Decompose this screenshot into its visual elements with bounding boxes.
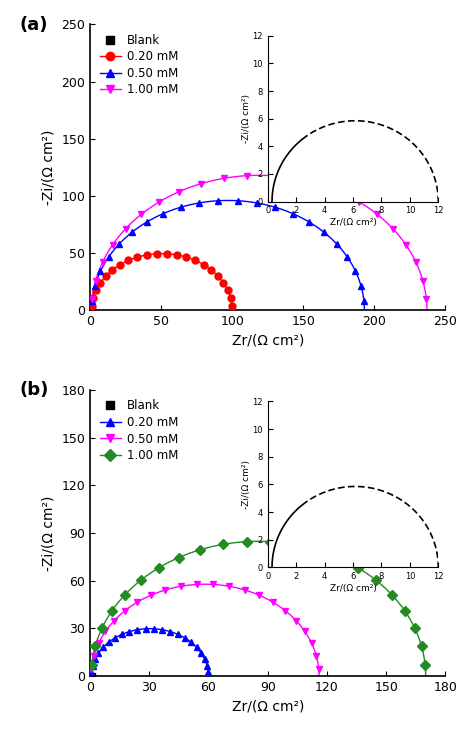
Text: (b): (b) <box>19 382 48 399</box>
Legend: Blank, 0.20 mM, 0.50 mM, 1.00 mM: Blank, 0.20 mM, 0.50 mM, 1.00 mM <box>96 30 182 100</box>
X-axis label: Zr/(Ω cm²): Zr/(Ω cm²) <box>232 699 304 713</box>
Legend: Blank, 0.20 mM, 0.50 mM, 1.00 mM: Blank, 0.20 mM, 0.50 mM, 1.00 mM <box>96 396 182 466</box>
X-axis label: Zr/(Ω cm²): Zr/(Ω cm²) <box>232 334 304 347</box>
Text: (a): (a) <box>19 16 47 34</box>
Y-axis label: -Zi/(Ω cm²): -Zi/(Ω cm²) <box>42 495 56 571</box>
Y-axis label: -Zi/(Ω cm²): -Zi/(Ω cm²) <box>42 130 56 205</box>
